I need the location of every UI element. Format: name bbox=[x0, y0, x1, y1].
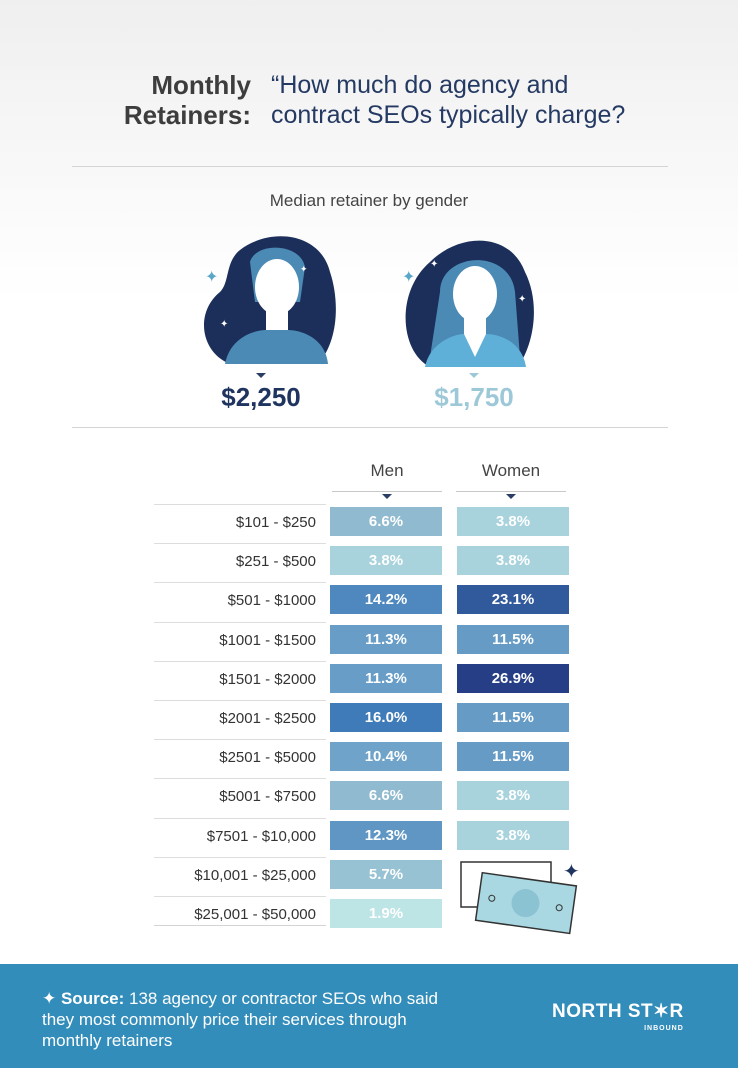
man-avatar-icon: ✦ ✦ ✦ bbox=[203, 236, 336, 364]
column-underline bbox=[332, 491, 442, 492]
men-cell: 16.0% bbox=[330, 703, 442, 732]
women-median: $1,750 bbox=[434, 382, 514, 412]
women-cell: 26.9% bbox=[457, 663, 569, 693]
table-row-label: $7501 - $10,000 bbox=[154, 817, 326, 857]
source-note: ✦ Source: 138 agency or contractor SEOs … bbox=[42, 989, 438, 1050]
table-row-label: $1001 - $1500 bbox=[154, 621, 326, 661]
women-cell: 11.5% bbox=[457, 703, 569, 732]
source-label: Source: bbox=[60, 989, 125, 1008]
men-cell: 6.6% bbox=[330, 507, 442, 536]
table-row-label: $501 - $1000 bbox=[154, 582, 326, 621]
women-cell: 11.5% bbox=[457, 624, 569, 654]
median-subtitle: Median retainer by gender bbox=[269, 191, 469, 210]
divider bbox=[154, 925, 326, 926]
table-row-label: $2001 - $2500 bbox=[154, 700, 326, 739]
table-row-label: $1501 - $2000 bbox=[154, 660, 326, 700]
svg-text:✦: ✦ bbox=[220, 319, 228, 330]
table-row-label: $101 - $250 bbox=[154, 504, 326, 543]
men-cell: 11.3% bbox=[330, 663, 442, 693]
question-line: contract SEOs typically charge? bbox=[271, 101, 626, 129]
pointer-icon bbox=[506, 494, 516, 499]
question-line: “How much do agency and bbox=[271, 71, 569, 99]
men-cell: 10.4% bbox=[330, 742, 442, 772]
title-line: Monthly bbox=[151, 70, 251, 100]
women-cell: 23.1% bbox=[457, 585, 569, 615]
pointer-icon bbox=[256, 373, 266, 378]
north-star-logo: NORTH ST✶R INBOUND bbox=[552, 1000, 684, 1032]
svg-text:✦: ✦ bbox=[430, 259, 438, 270]
divider bbox=[72, 427, 668, 428]
svg-text:✦: ✦ bbox=[205, 269, 218, 286]
women-cell: 11.5% bbox=[457, 742, 569, 772]
money-bills-icon: ✦ bbox=[460, 861, 580, 935]
column-header-women: Women bbox=[481, 461, 541, 480]
men-median: $2,250 bbox=[221, 382, 301, 412]
men-cell: 3.8% bbox=[330, 546, 442, 576]
pointer-icon bbox=[382, 494, 392, 499]
men-cell: 6.6% bbox=[330, 781, 442, 811]
women-cell: 3.8% bbox=[457, 546, 569, 576]
men-cell: 12.3% bbox=[330, 820, 442, 850]
table-row-label: $10,001 - $25,000 bbox=[154, 856, 326, 896]
column-header-men: Men bbox=[370, 461, 404, 480]
svg-text:✦: ✦ bbox=[563, 861, 580, 883]
divider bbox=[72, 166, 668, 167]
column-underline bbox=[456, 491, 566, 492]
table-row-label: $25,001 - $50,000 bbox=[154, 896, 326, 935]
title-label: Monthly Retainers: bbox=[124, 70, 251, 130]
svg-text:✦: ✦ bbox=[402, 269, 415, 286]
title-line: Retainers: bbox=[123, 100, 251, 130]
pointer-icon bbox=[469, 373, 479, 378]
svg-text:✦: ✦ bbox=[300, 264, 308, 274]
logo-text: NORTH ST✶R bbox=[552, 1001, 684, 1022]
title-question: “How much do agency and contract SEOs typ… bbox=[271, 70, 625, 130]
men-cell: 5.7% bbox=[330, 859, 442, 889]
men-cell: 11.3% bbox=[330, 624, 442, 654]
women-cell: 3.8% bbox=[457, 781, 569, 811]
table-row-label: $251 - $500 bbox=[154, 543, 326, 582]
footer: ✦ Source: 138 agency or contractor SEOs … bbox=[0, 964, 738, 1068]
logo-subtext: INBOUND bbox=[644, 1025, 684, 1032]
table-row-label: $2501 - $5000 bbox=[154, 739, 326, 778]
table-row-label: $5001 - $7500 bbox=[154, 778, 326, 817]
men-cell: 14.2% bbox=[330, 585, 442, 615]
women-cell: 3.8% bbox=[457, 820, 569, 850]
svg-text:✦: ✦ bbox=[518, 294, 526, 305]
woman-avatar-icon: ✦ ✦ ✦ bbox=[402, 240, 534, 367]
men-cell: 1.9% bbox=[330, 899, 442, 928]
women-cell: 3.8% bbox=[457, 507, 569, 536]
source-text: 138 agency or contractor SEOs who said t… bbox=[42, 989, 438, 1050]
